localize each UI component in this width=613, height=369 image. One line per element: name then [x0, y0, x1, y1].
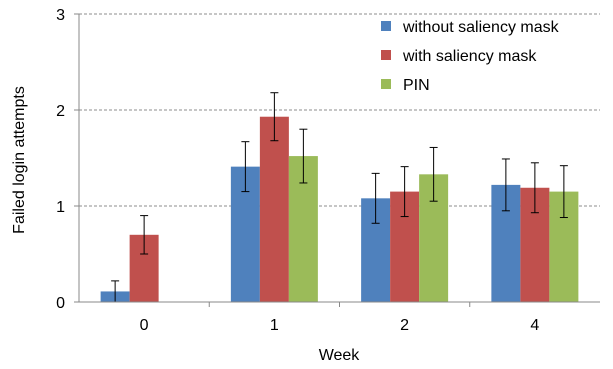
x-axis-title: Week	[319, 347, 361, 364]
legend-label: without saliency mask	[402, 19, 560, 36]
error-bars	[111, 92, 568, 303]
x-tick-label: 4	[530, 317, 539, 334]
legend-swatch	[381, 21, 391, 31]
bar	[259, 116, 289, 302]
legend-label: PIN	[403, 77, 430, 94]
x-tick-label: 2	[400, 317, 409, 334]
legend-label: with saliency mask	[402, 48, 537, 65]
x-tick-labels: 0 1 2 4	[140, 317, 540, 334]
axes	[78, 14, 600, 307]
y-tick-label: 3	[56, 7, 65, 24]
y-tick-label: 0	[56, 295, 65, 312]
y-tick-label: 1	[56, 199, 65, 216]
legend-swatch	[381, 79, 391, 89]
y-tick-labels: 0 1 2 3	[56, 7, 65, 312]
x-tick-label: 1	[270, 317, 279, 334]
legend-swatch	[381, 50, 391, 60]
bars	[100, 116, 579, 303]
y-tick-label: 2	[56, 103, 65, 120]
grid-lines	[74, 13, 600, 303]
y-axis-title: Failed login attempts	[11, 86, 28, 234]
legend: without saliency mask with saliency mask P…	[381, 19, 560, 94]
x-tick-label: 0	[140, 317, 149, 334]
